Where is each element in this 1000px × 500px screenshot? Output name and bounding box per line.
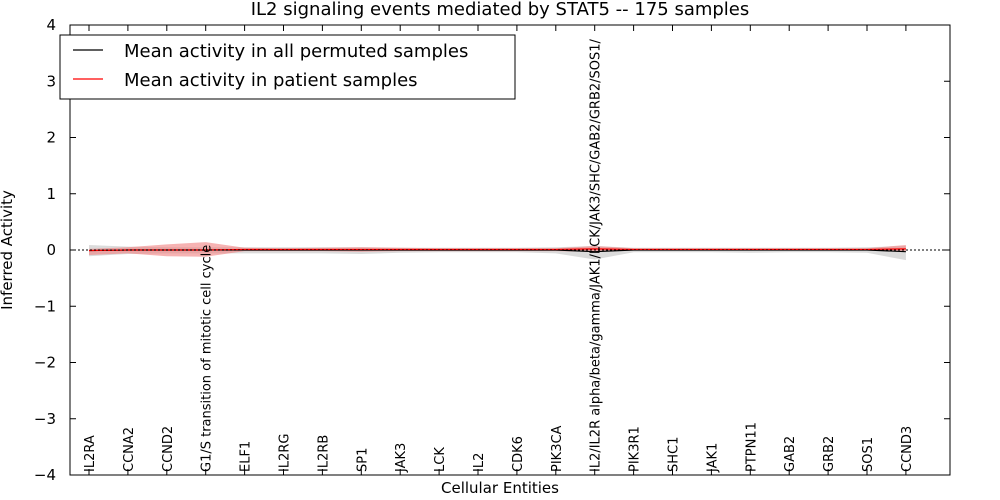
x-tick-label: IL2/IL2R alpha/beta/gamma/JAK1/LCK/JAK3/… — [589, 38, 604, 472]
x-tick-label: JAK3 — [394, 443, 409, 473]
chart-title: IL2 signaling events mediated by STAT5 -… — [251, 0, 750, 20]
x-tick-label: PIK3CA — [550, 425, 565, 472]
x-tick-label: SHC1 — [667, 437, 682, 472]
x-tick-label: LCK — [433, 447, 448, 472]
legend-label-permuted: Mean activity in all permuted samples — [124, 41, 468, 62]
legend: Mean activity in all permuted samples Me… — [59, 34, 516, 100]
x-tick-label: IL2 — [472, 453, 487, 472]
x-tick-label: PIK3R1 — [628, 426, 643, 472]
x-tick-label: CCNA2 — [122, 427, 137, 472]
x-axis-ticks: IL2RA CCNA2 CCND2 G1/S transition of mitoti… — [83, 25, 915, 475]
legend-box — [59, 34, 516, 100]
y-tick-label: −4 — [34, 466, 56, 484]
x-tick-label: CDK6 — [511, 436, 526, 472]
series-lines — [88, 248, 906, 253]
x-tick-label: IL2RB — [316, 435, 331, 472]
x-tick-label: CCND2 — [161, 426, 176, 472]
y-tick-label: 2 — [46, 129, 56, 147]
x-axis-label: Cellular Entities — [441, 479, 559, 497]
x-tick-label: GAB2 — [783, 436, 798, 472]
y-tick-label: 4 — [46, 16, 56, 34]
legend-label-patient: Mean activity in patient samples — [124, 70, 418, 91]
y-tick-label: 0 — [46, 241, 56, 259]
x-tick-label: GRB2 — [822, 436, 837, 472]
x-tick-label: IL2RG — [278, 434, 293, 472]
line-patient — [88, 248, 906, 252]
y-tick-label: −3 — [34, 410, 56, 428]
y-tick-label: 1 — [46, 185, 56, 203]
plot-frame — [69, 24, 951, 476]
x-tick-label: SP1 — [355, 448, 370, 472]
y-tick-label: 3 — [46, 72, 56, 90]
y-tick-label: −2 — [34, 354, 56, 372]
x-tick-label: ELF1 — [239, 441, 254, 472]
x-tick-label: IL2RA — [83, 435, 98, 472]
x-tick-label: G1/S transition of mitotic cell cycle — [200, 245, 215, 472]
y-axis-ticks: 4 3 2 1 0 −1 −2 −3 −4 — [34, 16, 950, 484]
x-tick-label: SOS1 — [861, 437, 876, 472]
y-axis-label: Inferred Activity — [0, 190, 16, 310]
y-tick-label: −1 — [34, 297, 56, 315]
x-tick-label: PTPN11 — [744, 422, 759, 472]
x-tick-label: JAK1 — [705, 443, 720, 473]
x-tick-label: CCND3 — [900, 426, 915, 472]
